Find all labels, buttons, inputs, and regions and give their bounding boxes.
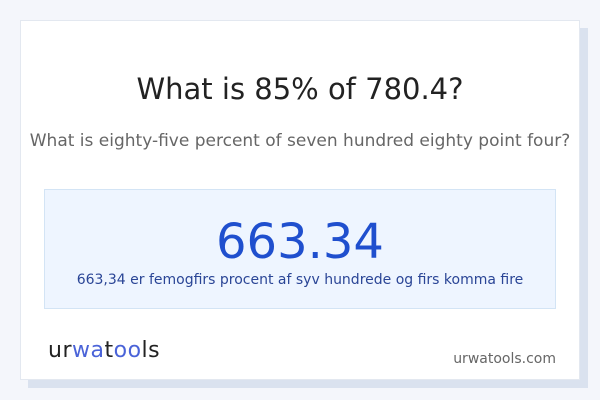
- answer-value: 663.34: [216, 214, 384, 270]
- site-url: urwatools.com: [453, 351, 556, 367]
- urwatools-logo: urwatools: [48, 338, 160, 363]
- logo-text: ls: [141, 338, 161, 363]
- answer-box: 663.34 663,34 er femogfirs procent af sy…: [44, 189, 556, 309]
- page-title: What is 85% of 780.4?: [136, 72, 464, 106]
- answer-in-words: 663,34 er femogfirs procent af syv hundr…: [76, 272, 524, 288]
- logo-text: ur: [48, 338, 72, 363]
- question-in-words: What is eighty-five percent of seven hun…: [29, 131, 571, 151]
- logo-text: wa: [72, 338, 105, 363]
- logo-text: t: [104, 338, 114, 363]
- logo-text: oo: [113, 338, 142, 363]
